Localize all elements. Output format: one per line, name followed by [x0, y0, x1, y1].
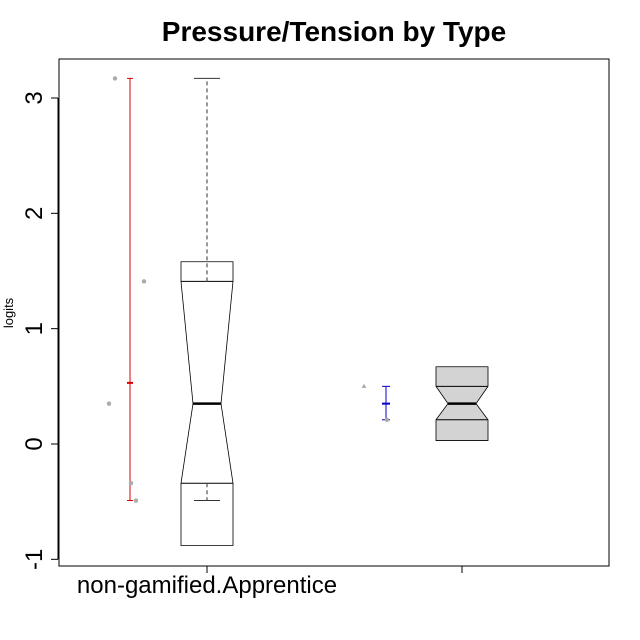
- x-tick-label: non-gamified.Apprentice: [77, 572, 337, 599]
- y-tick-label: 2: [21, 207, 48, 220]
- y-tick-label: -1: [21, 549, 48, 570]
- data-point: [361, 383, 367, 388]
- data-point: [133, 498, 139, 503]
- data-point: [106, 401, 112, 406]
- plot-frame: [58, 58, 610, 567]
- data-point: [141, 279, 147, 284]
- y-axis-label: logits: [1, 297, 16, 328]
- data-point: [112, 76, 118, 81]
- chart-marks: -1 0 1 2 3 non-gamified.Apprentice: [21, 76, 489, 599]
- data-point: [128, 481, 134, 486]
- chart-title: Pressure/Tension by Type: [162, 16, 506, 47]
- y-tick-label: 3: [21, 91, 48, 104]
- data-point: [384, 417, 390, 422]
- y-tick-label: 0: [21, 437, 48, 450]
- y-tick-label: 1: [21, 322, 48, 335]
